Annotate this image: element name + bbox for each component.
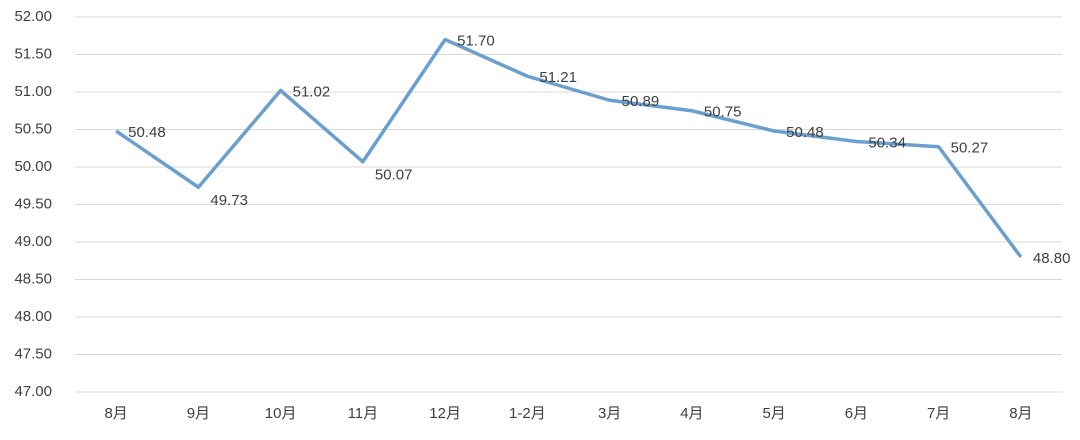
y-tick-label: 48.00	[14, 308, 52, 325]
y-tick-label: 50.50	[14, 120, 52, 137]
x-tick-label: 1-2月	[509, 405, 546, 422]
y-tick-label: 48.50	[14, 270, 52, 287]
data-label: 48.80	[1033, 250, 1071, 267]
data-label: 50.07	[375, 167, 413, 184]
data-label: 50.75	[704, 104, 742, 121]
x-tick-label: 5月	[762, 405, 785, 422]
y-tick-label: 51.50	[14, 45, 52, 62]
data-label: 50.89	[622, 93, 660, 110]
data-label: 50.48	[786, 124, 824, 141]
data-line	[115, 37, 1023, 259]
x-tick-label: 12月	[429, 405, 461, 422]
x-tick-label: 7月	[927, 405, 950, 422]
data-label: 50.48	[128, 124, 166, 141]
y-tick-label: 51.00	[14, 83, 52, 100]
x-tick-label: 9月	[187, 405, 210, 422]
x-tick-label: 8月	[104, 405, 127, 422]
x-tick-label: 4月	[680, 405, 703, 422]
x-tick-label: 6月	[845, 405, 868, 422]
data-label: 51.70	[457, 32, 495, 49]
y-tick-label: 52.00	[14, 8, 52, 25]
y-tick-label: 49.50	[14, 195, 52, 212]
y-tick-label: 50.00	[14, 158, 52, 175]
x-tick-label: 10月	[265, 405, 297, 422]
x-tick-label: 11月	[348, 405, 379, 422]
data-label: 50.27	[951, 140, 989, 157]
y-tick-label: 47.50	[14, 345, 52, 362]
data-label: 51.02	[293, 83, 331, 100]
x-tick-label: 3月	[598, 405, 621, 422]
data-label: 51.21	[539, 69, 577, 86]
x-tick-label: 8月	[1009, 405, 1032, 422]
data-label: 50.34	[868, 134, 906, 151]
y-tick-label: 47.00	[14, 383, 52, 400]
y-tick-label: 49.00	[14, 233, 52, 250]
data-label: 49.73	[210, 192, 248, 209]
